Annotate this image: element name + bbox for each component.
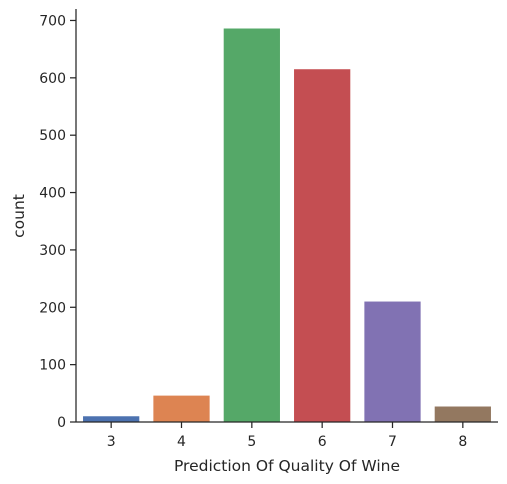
bar-6: [294, 69, 351, 423]
bar-4: [153, 395, 210, 422]
x-axis-ticks: 3 4 5 6 7 8: [107, 422, 467, 450]
x-tick-label-5: 5: [247, 434, 256, 450]
y-tick-label-400: 400: [39, 186, 66, 202]
x-tick-label-3: 3: [107, 434, 116, 450]
bar-5: [223, 28, 280, 422]
y-tick-label-500: 500: [39, 128, 66, 144]
bar-8: [434, 406, 491, 422]
bar-7: [364, 301, 421, 422]
y-tick-label-600: 600: [39, 71, 66, 87]
x-tick-label-8: 8: [458, 434, 467, 450]
y-tick-label-100: 100: [39, 358, 66, 374]
y-axis-title: count: [10, 194, 28, 238]
y-tick-label-200: 200: [39, 300, 66, 316]
x-tick-label-4: 4: [177, 434, 186, 450]
y-tick-label-700: 700: [39, 13, 66, 29]
x-tick-label-7: 7: [388, 434, 397, 450]
y-tick-label-300: 300: [39, 243, 66, 259]
bars-group: [83, 28, 491, 423]
y-axis-ticks: 0 100 200 300 400 500 600 700: [39, 13, 76, 431]
y-tick-label-0: 0: [57, 415, 66, 431]
x-axis-title: Prediction Of Quality Of Wine: [174, 457, 400, 475]
x-tick-label-6: 6: [318, 434, 327, 450]
bar-3: [83, 416, 140, 422]
